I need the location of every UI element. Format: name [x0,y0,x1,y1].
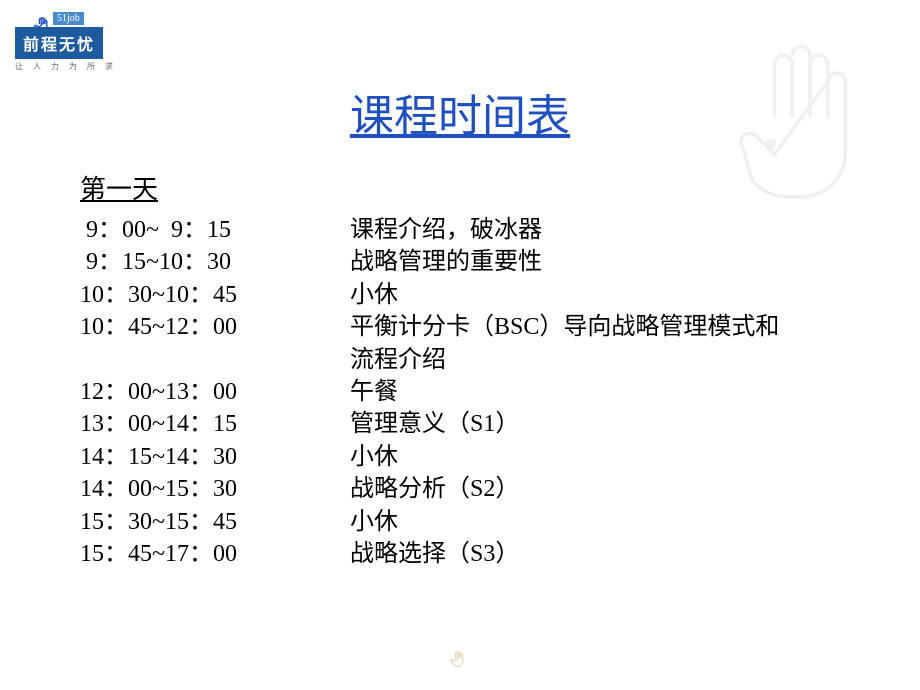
desc-cell: 午餐 [350,376,840,408]
desc-cell: 管理意义（S1） [350,408,840,440]
schedule-row: 14：00~15：30 战略分析（S2） [80,473,840,505]
desc-cell: 平衡计分卡（BSC）导向战略管理模式和 [350,311,840,343]
time-cell: 9：00~ 9：15 [80,214,350,246]
time-cell: 15：30~15：45 [80,506,350,538]
time-cell: 10：45~12：00 [80,311,350,343]
time-cell: 10：30~10：45 [80,279,350,311]
time-cell: 14：00~15：30 [80,473,350,505]
schedule-row: 12：00~13：00 午餐 [80,376,840,408]
hand-watermark-icon [720,20,900,250]
time-cell: 12：00~13：00 [80,376,350,408]
schedule-row: 15：45~17：00 战略选择（S3） [80,538,840,570]
hand-icon-bottom [449,648,471,670]
schedule-row: 14：15~14：30 小休 [80,441,840,473]
desc-cell: 小休 [350,441,840,473]
desc-cell: 小休 [350,506,840,538]
schedule-row: 10：45~12：00 平衡计分卡（BSC）导向战略管理模式和 [80,311,840,343]
schedule-row: 9：15~10：30 战略管理的重要性 [80,246,840,278]
schedule-list: 9：00~ 9：15 课程介绍，破冰器 9：15~10：30 战略管理的重要性 … [80,214,840,570]
desc-cell: 流程介绍 [350,344,840,376]
time-cell [80,344,350,376]
schedule-row: 流程介绍 [80,344,840,376]
time-cell: 15：45~17：00 [80,538,350,570]
logo-area: 51job 前程无忧 让 人 力 为 所 求 [15,8,155,63]
logo-box: 前程无忧 [15,27,103,59]
desc-cell: 战略选择（S3） [350,538,840,570]
schedule-row: 15：30~15：45 小休 [80,506,840,538]
time-cell: 9：15~10：30 [80,246,350,278]
logo-brand-small: 51job [53,12,84,25]
desc-cell: 小休 [350,279,840,311]
time-cell: 14：15~14：30 [80,441,350,473]
logo-sub-text: 让 人 力 为 所 求 [15,61,155,72]
schedule-row: 10：30~10：45 小休 [80,279,840,311]
logo-main-text: 前程无忧 [23,37,95,54]
desc-cell: 战略管理的重要性 [350,246,840,278]
desc-cell: 战略分析（S2） [350,473,840,505]
time-cell: 13：00~14：15 [80,408,350,440]
schedule-row: 13：00~14：15 管理意义（S1） [80,408,840,440]
